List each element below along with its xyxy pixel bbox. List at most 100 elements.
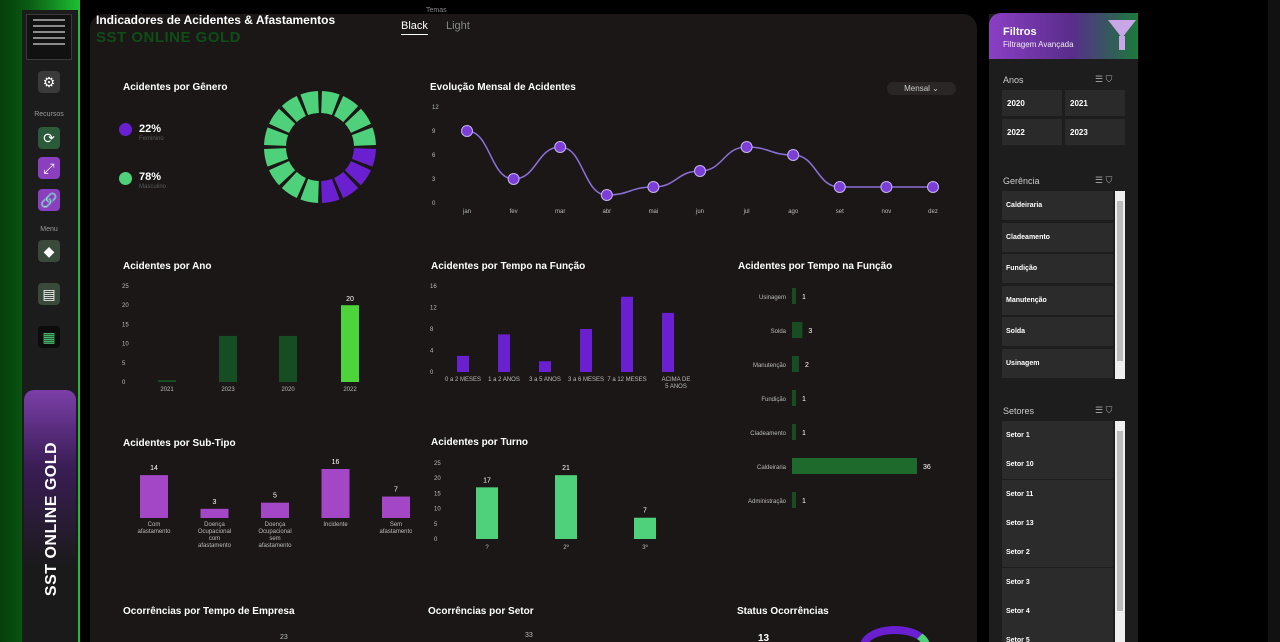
bar: [662, 312, 674, 372]
subtipo-title: Acidentes por Sub-Tipo: [123, 438, 236, 449]
x-tick-label: set: [836, 209, 844, 215]
data-point: [927, 181, 939, 193]
x-tick-label: sem: [269, 536, 280, 542]
setor-item[interactable]: Setor 10: [1002, 450, 1113, 480]
gerencia-scrollbar[interactable]: [1115, 191, 1125, 379]
x-tick-label: mar: [555, 209, 565, 215]
setores-filter-icons[interactable]: ☰ ⛉: [1095, 405, 1113, 415]
legend-dot-feminino: [119, 123, 132, 136]
x-tick-label: afastamento: [198, 543, 232, 549]
bar: [498, 334, 510, 372]
y-tick-label: 16: [430, 284, 437, 290]
x-tick-label: 1 a 2 ANOS: [488, 377, 520, 383]
document-icon[interactable]: ▤: [38, 283, 60, 305]
theme-light-tab[interactable]: Light: [446, 20, 470, 32]
genero-donut-chart: [264, 91, 376, 203]
setor-item[interactable]: Setor 13: [1002, 508, 1113, 538]
data-point: [787, 149, 800, 161]
ocorrencias-setor-title: Ocorrências por Setor: [428, 606, 534, 617]
page-subtitle: SST ONLINE GOLD: [96, 29, 242, 46]
bar: [792, 458, 917, 474]
setor-item[interactable]: Setor 2: [1002, 538, 1113, 568]
donut-slice: [344, 108, 371, 133]
tempo-empresa-value: 23: [280, 634, 288, 641]
gerencia-item[interactable]: Caldeiraria: [1002, 191, 1113, 220]
ano-2020-button[interactable]: 2020: [1002, 90, 1062, 116]
mensal-dropdown[interactable]: Mensal ⌄: [887, 82, 956, 95]
recursos-label: Recursos: [34, 111, 64, 118]
donut-slice: [334, 171, 359, 198]
setor-item[interactable]: Setor 11: [1002, 479, 1113, 509]
x-tick-label: com: [209, 536, 220, 542]
x-tick-label: afastamento: [137, 529, 171, 535]
funnel-icon: [1108, 20, 1136, 38]
grid-icon[interactable]: ▦: [38, 326, 60, 348]
gear-icon[interactable]: ⚙: [38, 71, 60, 93]
x-tick-label: jun: [695, 209, 704, 215]
x-tick-label: 2020: [281, 387, 295, 393]
setores-scrollbar[interactable]: [1115, 421, 1125, 642]
turno-title: Acidentes por Turno: [431, 437, 529, 448]
donut-slice: [334, 96, 359, 123]
setor-item[interactable]: Setor 1: [1002, 421, 1113, 450]
x-tick-label: Doença: [265, 522, 286, 528]
gerencia-item[interactable]: Fundição: [1002, 254, 1113, 283]
setor-item[interactable]: Setor 4: [1002, 596, 1113, 626]
donut-slice: [321, 91, 340, 116]
bar: [457, 355, 469, 372]
x-tick-label: ACIMA DE: [662, 377, 691, 383]
y-tick-label: 5: [122, 361, 126, 367]
window-scroll-strip[interactable]: [1268, 0, 1280, 642]
refresh-icon[interactable]: ⟳: [38, 127, 60, 149]
x-tick-label: jul: [743, 209, 750, 215]
ano-2023-button[interactable]: 2023: [1065, 119, 1125, 145]
y-tick-label: 25: [122, 284, 129, 290]
link-icon[interactable]: 🔗: [38, 189, 60, 211]
y-tick-label: 12: [432, 105, 439, 111]
gerencia-item[interactable]: Solda: [1002, 317, 1113, 346]
gerencia-item[interactable]: Usinagem: [1002, 348, 1113, 378]
cube-icon[interactable]: ◆: [38, 240, 60, 262]
gerencia-item[interactable]: Manutenção: [1002, 285, 1113, 315]
donut-slice: [344, 161, 371, 186]
tempo-funcao2-title: Acidentes por Tempo na Função: [738, 261, 893, 272]
y-tick-label: Caldeiraria: [757, 465, 787, 471]
ano-2022-button[interactable]: 2022: [1002, 119, 1062, 145]
x-tick-label: 5 ANOS: [665, 384, 687, 390]
app-logo: [26, 14, 72, 60]
data-point: [694, 165, 706, 177]
mensal-title: Evolução Mensal de Acidentes: [430, 82, 576, 93]
ano-2021-button[interactable]: 2021: [1065, 90, 1125, 116]
legend-pct-masculino: 78%: [139, 171, 162, 183]
bar: [476, 487, 498, 539]
gerencia-filter-icons[interactable]: ☰ ⛉: [1095, 175, 1113, 185]
bar: [321, 469, 350, 518]
bar: [261, 502, 289, 518]
y-tick-label: 0: [430, 370, 434, 376]
bar: [382, 496, 410, 518]
x-tick-label: 2º: [563, 544, 569, 551]
series-line: [466, 130, 933, 196]
anos-label: Anos: [1003, 75, 1024, 85]
bar: [792, 390, 796, 406]
theme-black-tab[interactable]: Black: [401, 20, 428, 35]
x-tick-label: nov: [882, 209, 892, 215]
anos-filter-icons[interactable]: ☰ ⛉: [1095, 74, 1113, 84]
expand-icon[interactable]: ⤢: [38, 157, 60, 179]
gerencia-item[interactable]: Cladeamento: [1002, 222, 1113, 252]
y-tick-label: 15: [434, 491, 441, 497]
ano-bar-chart: 25 20 15 10 5 0 2021 2023 2020 2022 20: [122, 284, 359, 393]
data-label: 7: [643, 508, 647, 515]
data-point: [600, 189, 613, 201]
bar: [792, 322, 803, 338]
x-tick-label: Doença: [204, 522, 225, 528]
donut-slice: [269, 108, 296, 133]
setor-item[interactable]: Setor 3: [1002, 567, 1113, 597]
brand-pill: SST ONLINE GOLD: [24, 390, 76, 642]
data-label: 5: [273, 493, 277, 500]
y-tick-label: 12: [430, 306, 437, 312]
donut-slice: [269, 161, 296, 186]
data-label: 14: [150, 465, 158, 472]
bar: [580, 329, 592, 372]
setor-item[interactable]: Setor 5: [1002, 626, 1113, 642]
